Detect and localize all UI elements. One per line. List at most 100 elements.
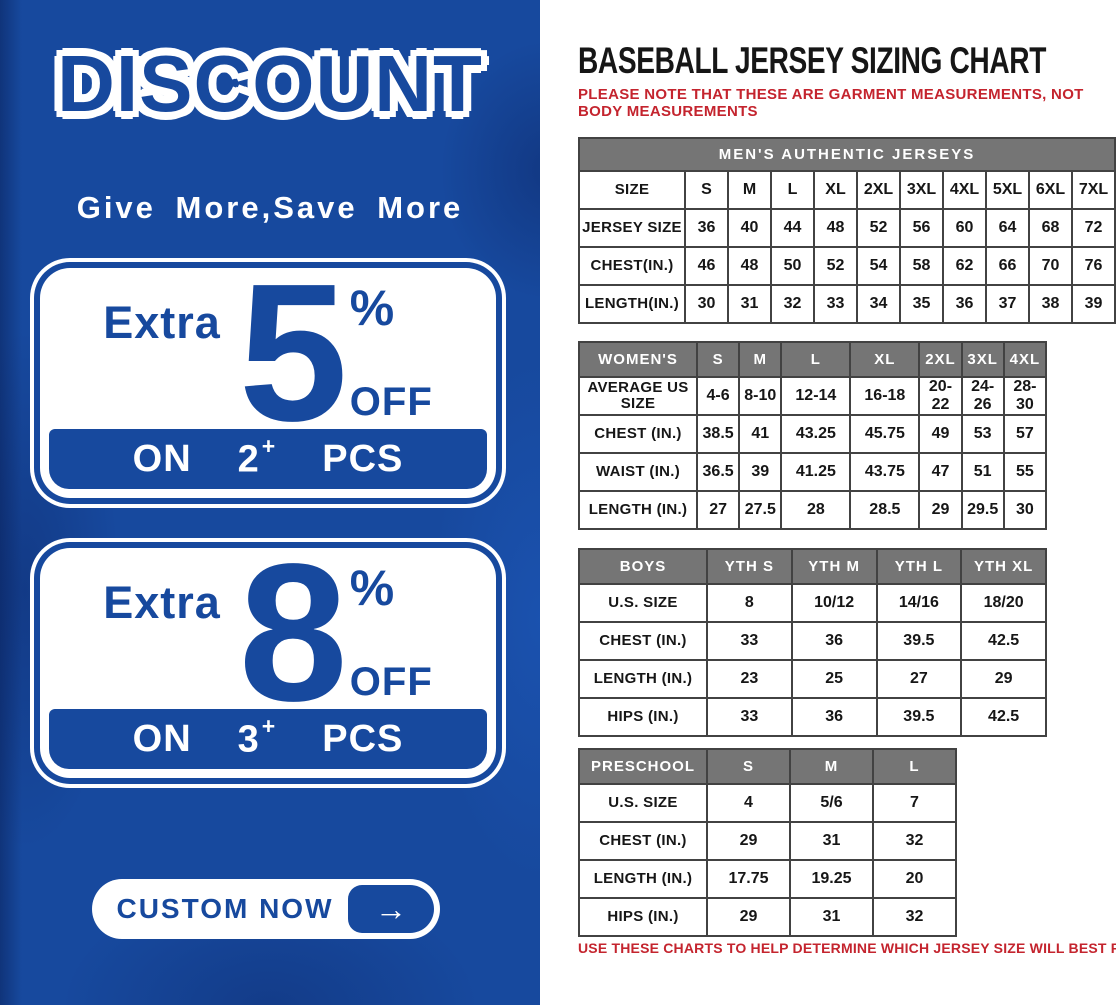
pcs-label: PCS [322,437,404,480]
size-value: 4XL [942,170,987,210]
offer-condition-strip: ON 2+ PCS [49,429,487,489]
size-value: 35 [899,284,944,324]
size-value: 4-6 [695,376,741,416]
row-label: JERSEY SIZE [578,208,686,248]
size-value: 39.5 [875,697,963,737]
pcs-label: PCS [322,717,404,760]
size-value: 56 [899,208,944,248]
size-value: 47 [918,452,963,492]
size-value: 51 [960,452,1005,492]
size-value: 7 [872,783,957,823]
size-value: 43.75 [849,452,921,492]
size-value: 28.5 [849,490,921,530]
size-value: 7XL [1071,170,1116,210]
table-banner: MEN'S AUTHENTIC JERSEYS [578,137,1116,172]
size-value: L [770,170,815,210]
custom-now-label: CUSTOM NOW [116,893,334,924]
size-value: 36 [942,284,987,324]
size-value: 54 [856,246,901,286]
row-label: WAIST (IN.) [578,452,698,492]
size-value: 57 [1002,414,1048,454]
size-value: 36 [790,697,878,737]
size-value: 36 [790,621,878,661]
offer-side: % OFF [348,277,433,425]
column-header: S [706,748,791,785]
size-value: 30 [684,284,729,324]
size-value: 48 [727,246,772,286]
offer-condition-strip: ON 3+ PCS [49,709,487,769]
fit-advice-note: USE THESE CHARTS TO HELP DETERMINE WHICH… [578,940,1116,956]
size-value: 4 [706,783,791,823]
custom-now-button[interactable]: CUSTOM NOW → [92,879,440,939]
size-value: 68 [1028,208,1073,248]
size-value: 27 [695,490,741,530]
size-value: 50 [770,246,815,286]
size-value: S [684,170,729,210]
row-label: HIPS (IN.) [578,697,708,737]
size-value: 5/6 [789,783,874,823]
offer-percent-value: 8 [238,523,348,742]
size-value: 38 [1028,284,1073,324]
size-value: 36 [684,208,729,248]
size-value: 42.5 [960,621,1047,661]
size-value: 32 [872,821,957,861]
percent-sign: % [349,280,395,336]
size-value: 23 [706,659,793,699]
row-label: AVERAGE US SIZE [578,376,698,416]
mens-sizing-table: MEN'S AUTHENTIC JERSEYS SIZE S M L XL 2XL 3XL 4X… [578,137,1116,324]
sizing-chart-heading: BASEBALL JERSEY SIZING CHART [578,40,1046,81]
table-group-header: BOYS [578,548,708,585]
table-group-header: WOMEN'S [578,341,698,378]
size-value: 48 [813,208,858,248]
size-value: 8-10 [738,376,783,416]
size-value: 55 [1002,452,1048,492]
column-header: 4XL [1002,341,1048,378]
percent-sign: % [349,560,395,616]
size-value: 28 [780,490,852,530]
on-label: ON [132,717,192,760]
plus-sign: + [261,432,277,459]
offer-card-5-percent: Extra 5 % OFF ON 2+ PCS [40,255,496,498]
size-value: 46 [684,246,729,286]
size-value: 70 [1028,246,1073,286]
row-label: SIZE [578,170,686,210]
size-value: 39 [1071,284,1116,324]
column-header: YTH XL [960,548,1047,585]
size-value: 33 [813,284,858,324]
row-label: LENGTH(IN.) [578,284,686,324]
size-value: 66 [985,246,1030,286]
size-value: 49 [918,414,963,454]
row-label: HIPS (IN.) [578,897,708,937]
sizing-chart-panel: BASEBALL JERSEY SIZING CHART PLEASE NOTE… [540,0,1116,1005]
size-value: 39.5 [875,621,963,661]
size-value: 42.5 [960,697,1047,737]
size-value: 40 [727,208,772,248]
promo-subtitle: Give More,Save More [76,190,464,225]
off-label: OFF [349,380,433,424]
offer-card-8-percent: Extra 8 % OFF ON 3+ PCS [40,523,496,778]
boys-sizing-table: BOYS YTH S YTH M YTH L YTH XL U.S. SIZE 8 10/12… [578,548,1047,737]
size-value: 62 [942,246,987,286]
size-value: 30 [1002,490,1048,530]
quantity-label: 3+ [237,712,277,761]
size-value: 29 [706,821,791,861]
column-header: S [695,341,741,378]
size-value: 58 [899,246,944,286]
discount-banner-panel: DISCOUNT Give More,Save More Extra 5 % O… [0,0,540,1005]
table-group-header: PRESCHOOL [578,748,708,785]
size-value: 31 [789,897,874,937]
size-value: 6XL [1028,170,1073,210]
size-value: 32 [770,284,815,324]
size-value: 53 [960,414,1005,454]
size-value: 33 [706,697,793,737]
size-value: 14/16 [875,583,963,623]
size-value: 32 [872,897,957,937]
size-value: 25 [790,659,878,699]
column-header: YTH M [790,548,878,585]
size-value: 31 [789,821,874,861]
offer-side: % OFF [348,557,433,705]
row-label: CHEST(IN.) [578,246,686,286]
size-value: 5XL [985,170,1030,210]
plus-sign: + [261,712,277,739]
size-value: 31 [727,284,772,324]
